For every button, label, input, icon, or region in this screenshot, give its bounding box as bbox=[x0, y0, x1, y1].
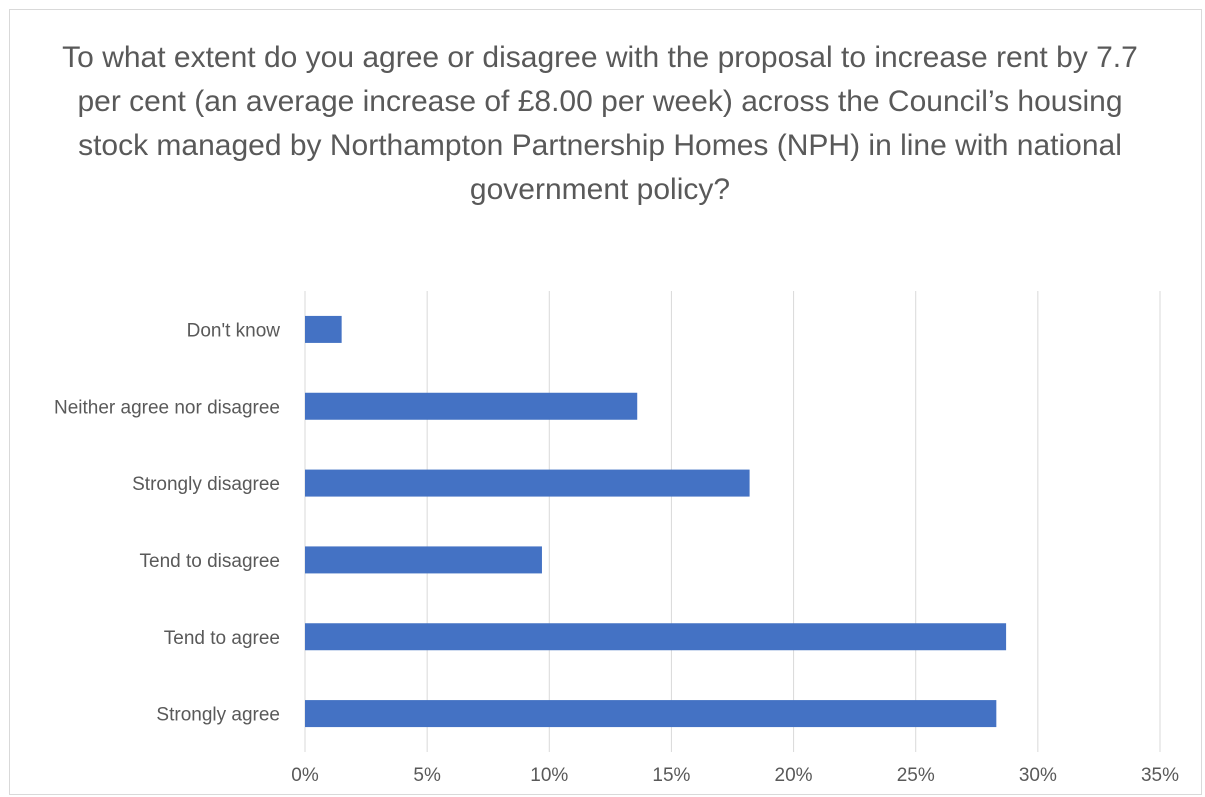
category-label: Tend to agree bbox=[164, 628, 280, 649]
bar bbox=[305, 469, 750, 497]
category-label: Tend to disagree bbox=[140, 551, 281, 572]
category-label: Strongly disagree bbox=[132, 474, 280, 495]
bar bbox=[305, 392, 638, 420]
bar bbox=[305, 315, 342, 343]
x-tick-label: 10% bbox=[530, 765, 568, 786]
chart-title: To what extent do you agree or disagree … bbox=[62, 41, 1138, 206]
bar bbox=[305, 700, 997, 728]
x-tick-label: 30% bbox=[1019, 765, 1057, 786]
category-label: Strongly agree bbox=[156, 705, 280, 726]
x-tick-label: 35% bbox=[1141, 765, 1179, 786]
category-label: Don't know bbox=[187, 320, 281, 341]
category-label: Neither agree nor disagree bbox=[54, 397, 280, 418]
x-tick-label: 25% bbox=[897, 765, 935, 786]
bar bbox=[305, 623, 1007, 651]
x-tick-label: 0% bbox=[291, 765, 319, 786]
x-tick-label: 20% bbox=[775, 765, 813, 786]
x-tick-label: 15% bbox=[652, 765, 690, 786]
bar bbox=[305, 546, 542, 574]
x-tick-label: 5% bbox=[413, 765, 441, 786]
